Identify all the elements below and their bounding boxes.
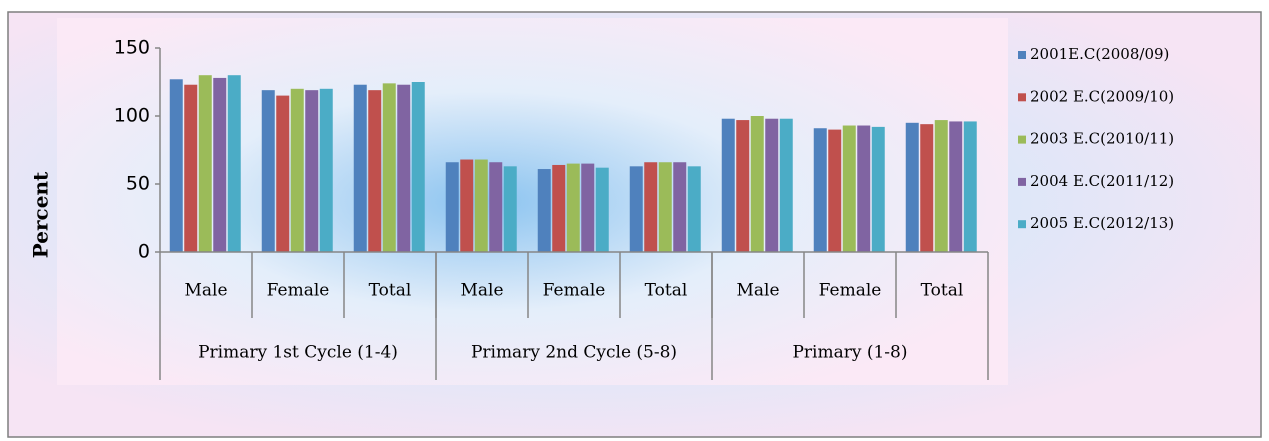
group-label: Primary 2nd Cycle (5-8)	[471, 343, 677, 363]
bar	[261, 90, 275, 252]
bar	[566, 163, 580, 252]
bar	[198, 75, 212, 252]
x-tick-label: Male	[736, 281, 779, 301]
legend-label: 2001E.C(2008/09)	[1030, 45, 1169, 63]
bar	[276, 95, 290, 252]
x-tick-label: Total	[369, 281, 412, 301]
bar	[552, 164, 566, 252]
bar	[227, 75, 241, 252]
x-tick-label: Male	[184, 281, 227, 301]
bar	[411, 82, 425, 252]
x-tick-label: Male	[460, 281, 503, 301]
bar	[169, 79, 183, 252]
bar	[474, 159, 488, 252]
bar	[305, 90, 319, 252]
legend-label: 2003 E.C(2010/11)	[1030, 130, 1174, 148]
y-tick-label: 150	[114, 37, 150, 59]
bar	[213, 77, 227, 252]
group-label: Primary 1st Cycle (1-4)	[198, 343, 398, 363]
bar	[445, 162, 459, 252]
bar	[779, 118, 793, 252]
bar	[581, 163, 595, 252]
bar	[368, 90, 382, 252]
bar	[842, 125, 856, 252]
bar	[353, 84, 367, 252]
legend-label: 2005 E.C(2012/13)	[1030, 214, 1174, 232]
legend-swatch	[1018, 93, 1026, 102]
bar	[629, 166, 643, 252]
bar	[595, 167, 609, 252]
bar	[489, 162, 503, 252]
bar	[857, 125, 871, 252]
bar	[397, 84, 411, 252]
bar	[736, 120, 750, 252]
legend-swatch	[1018, 177, 1026, 186]
bar	[658, 162, 672, 252]
y-tick-label: 0	[138, 241, 150, 263]
bar	[537, 169, 551, 252]
group-label: Primary (1-8)	[792, 343, 907, 363]
bar	[871, 126, 885, 252]
x-tick-label: Female	[543, 281, 606, 301]
bar	[460, 159, 474, 252]
x-tick-label: Total	[645, 281, 688, 301]
y-axis-label: Percent	[29, 171, 53, 258]
x-tick-label: Total	[921, 281, 964, 301]
bar	[721, 118, 735, 252]
bar	[905, 122, 919, 252]
bar	[290, 88, 304, 252]
bar	[828, 129, 842, 252]
bar	[813, 128, 827, 252]
legend-label: 2004 E.C(2011/12)	[1030, 172, 1174, 190]
y-tick-label: 100	[114, 105, 150, 127]
bar	[963, 121, 977, 252]
bar	[765, 118, 779, 252]
bar	[503, 166, 517, 252]
legend-swatch	[1018, 135, 1026, 144]
legend-swatch	[1018, 220, 1026, 229]
y-tick-label: 50	[126, 173, 150, 195]
legend-label: 2002 E.C(2009/10)	[1030, 87, 1174, 105]
legend-swatch	[1018, 51, 1026, 59]
bar	[673, 162, 687, 252]
bar	[382, 83, 396, 252]
bar	[934, 120, 948, 252]
bar	[920, 124, 934, 252]
x-tick-label: Female	[819, 281, 882, 301]
bar	[949, 121, 963, 252]
bar	[319, 88, 333, 252]
bar	[644, 162, 658, 252]
x-tick-label: Female	[267, 281, 330, 301]
bar	[184, 84, 198, 252]
bar	[687, 166, 701, 252]
bar	[750, 116, 764, 252]
